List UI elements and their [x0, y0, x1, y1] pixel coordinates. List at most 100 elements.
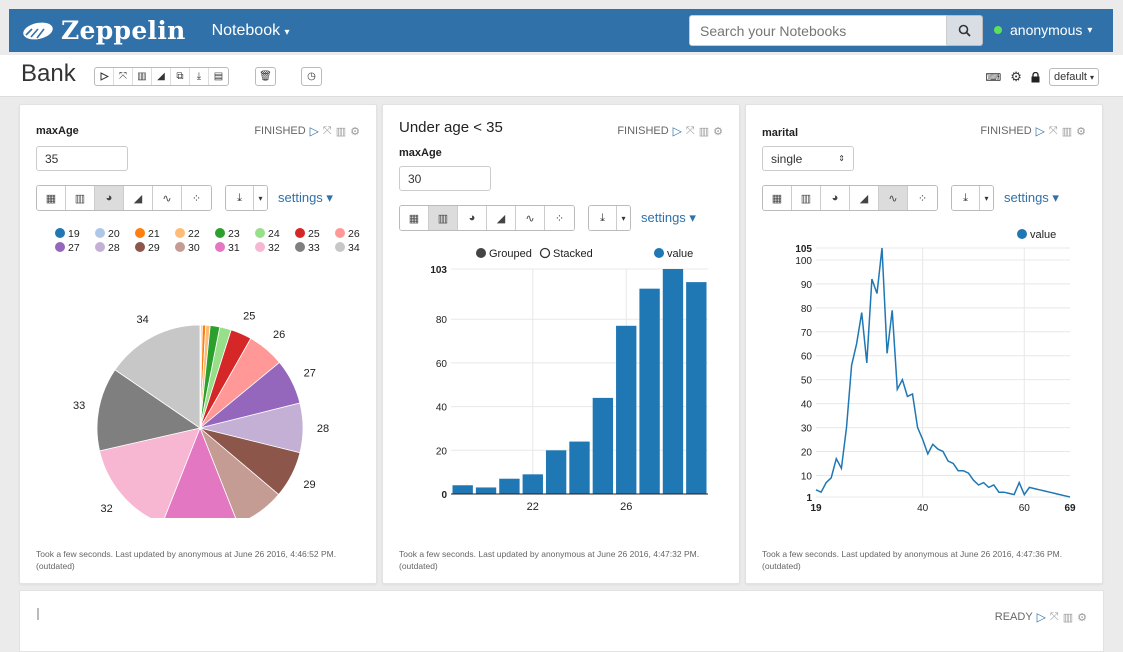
note-title[interactable]: Bank [21, 60, 76, 87]
legend-swatch [295, 242, 305, 252]
hide-output-button[interactable]: ▥ [133, 68, 152, 85]
note-actions-toolbar: ⤧ ▥ ◢ ⧉ ⤓ ▤ [94, 67, 229, 86]
download-button[interactable]: ⤓ [952, 186, 980, 210]
download-group: ⤓ ▾ [951, 185, 994, 211]
run-paragraph-icon[interactable]: ▷ [1036, 610, 1046, 624]
bar-chart-icon: ▥ [437, 212, 449, 225]
run-paragraph-icon[interactable]: ▷ [309, 124, 319, 138]
download-menu-toggle[interactable]: ▾ [617, 206, 630, 230]
download-button[interactable]: ⤓ [226, 186, 254, 210]
book-icon[interactable]: ▥ [698, 125, 710, 138]
gear-icon[interactable]: ⚙ [350, 125, 360, 138]
book-icon[interactable]: ▥ [1061, 125, 1073, 138]
user-name: anonymous [1010, 22, 1083, 38]
legend-label: 26 [348, 228, 360, 240]
download-button[interactable]: ⤓ [589, 206, 617, 230]
chart-settings-link[interactable]: settings ▾ [278, 190, 333, 205]
area-chart-button[interactable]: ◢ [850, 186, 879, 210]
delete-note-button[interactable]: 🗑 [256, 68, 275, 85]
scatter-chart-button[interactable]: ⁘ [182, 186, 211, 210]
version-button[interactable]: ▤ [209, 68, 228, 85]
run-paragraph-icon[interactable]: ▷ [672, 124, 682, 138]
download-menu-toggle[interactable]: ▾ [980, 186, 993, 210]
keyboard-icon[interactable]: ⌨ [985, 71, 1002, 84]
book-icon[interactable]: ▥ [1062, 611, 1074, 624]
bar [545, 450, 567, 494]
line-chart-icon: ∿ [888, 192, 898, 205]
notebook-menu[interactable]: Notebook ▾ [212, 22, 290, 40]
gear-icon[interactable]: ⚙ [1076, 125, 1086, 138]
line-chart-button[interactable]: ∿ [153, 186, 182, 210]
scatter-chart-button[interactable]: ⁘ [908, 186, 937, 210]
table-icon: ▦ [771, 192, 783, 205]
maxage-input[interactable]: 30 [399, 166, 491, 191]
interpreter-binding-select[interactable]: default ▾ [1048, 68, 1099, 86]
table-view-button[interactable]: ▦ [400, 206, 429, 230]
zeppelin-logo[interactable]: Zeppelin [21, 16, 186, 45]
settings-label: settings [278, 190, 323, 205]
area-chart-button[interactable]: ◢ [124, 186, 153, 210]
book-icon[interactable]: ▥ [335, 125, 347, 138]
pie-chart-button[interactable]: ◕ [458, 206, 487, 230]
chart-settings-link[interactable]: settings ▾ [641, 210, 696, 225]
chart-settings-link[interactable]: settings ▾ [1004, 190, 1059, 205]
table-icon: ▦ [408, 212, 420, 225]
settings-label: settings [641, 210, 686, 225]
legend-swatch [135, 228, 145, 238]
pie-chart-button[interactable]: ◕ [821, 186, 850, 210]
line-chart-button[interactable]: ∿ [879, 186, 908, 210]
bar-chart-button[interactable]: ▥ [429, 206, 458, 230]
y-tick-label: 0 [441, 490, 447, 501]
x-tick-label: 69 [1064, 503, 1076, 514]
visualization-toolbar: ▦ ▥ ◕ ◢ ∿ ⁘ ⤓ ▾ settings ▾ [762, 185, 1059, 211]
bar-chart-button[interactable]: ▥ [66, 186, 95, 210]
code-editor-cursor[interactable] [37, 608, 39, 620]
clear-output-button[interactable]: ◢ [152, 68, 171, 85]
line-chart-icon: ∿ [525, 212, 535, 225]
clone-note-button[interactable]: ⧉ [171, 68, 190, 85]
legend-label: value [1030, 229, 1056, 241]
download-menu-toggle[interactable]: ▾ [254, 186, 267, 210]
lock-icon[interactable] [1031, 71, 1040, 83]
expand-icon[interactable]: ⤧ [1048, 124, 1058, 137]
play-icon [100, 72, 109, 81]
table-view-button[interactable]: ▦ [37, 186, 66, 210]
settings-label: settings [1004, 190, 1049, 205]
scatter-chart-button[interactable]: ⁘ [545, 206, 574, 230]
form-field-label: maxAge [399, 147, 442, 159]
pie-slice-label: 25 [243, 310, 255, 322]
legend-swatch [135, 242, 145, 252]
scheduler-button[interactable]: ◷ [302, 68, 321, 85]
user-menu[interactable]: anonymous ▾ [994, 22, 1092, 38]
bar-chart-button[interactable]: ▥ [792, 186, 821, 210]
search-button[interactable] [947, 15, 983, 46]
expand-icon[interactable]: ⤧ [685, 124, 695, 137]
y-tick-label: 60 [801, 352, 813, 363]
line-chart-button[interactable]: ∿ [516, 206, 545, 230]
caret-down-icon: ▾ [258, 193, 263, 203]
gear-icon[interactable]: ⚙ [1010, 69, 1022, 84]
pie-chart-button[interactable]: ◕ [95, 186, 124, 210]
run-paragraph-icon[interactable]: ▷ [1035, 124, 1045, 138]
run-all-button[interactable] [95, 68, 114, 85]
table-view-button[interactable]: ▦ [763, 186, 792, 210]
search-group [689, 15, 983, 46]
select-arrows-icon: ⇕ [838, 154, 845, 163]
download-icon: ⤓ [963, 191, 968, 204]
scatter-chart-icon: ⁘ [191, 192, 202, 205]
gear-icon[interactable]: ⚙ [1077, 611, 1087, 624]
maxage-input[interactable]: 35 [36, 146, 128, 171]
marital-select[interactable]: single ⇕ [762, 146, 854, 171]
paragraph-title[interactable]: Under age < 35 [399, 119, 503, 136]
expand-icon[interactable]: ⤧ [322, 124, 332, 137]
export-note-button[interactable]: ⤓ [190, 68, 209, 85]
paragraph-status: FINISHED [254, 125, 306, 137]
search-input[interactable] [689, 15, 947, 46]
pie-slice [99, 427, 201, 518]
gear-icon[interactable]: ⚙ [713, 125, 723, 138]
stacked-radio [539, 247, 551, 259]
area-chart-button[interactable]: ◢ [487, 206, 516, 230]
legend-label: 22 [188, 228, 200, 240]
hide-code-button[interactable]: ⤧ [114, 68, 133, 85]
expand-icon[interactable]: ⤧ [1049, 610, 1059, 623]
